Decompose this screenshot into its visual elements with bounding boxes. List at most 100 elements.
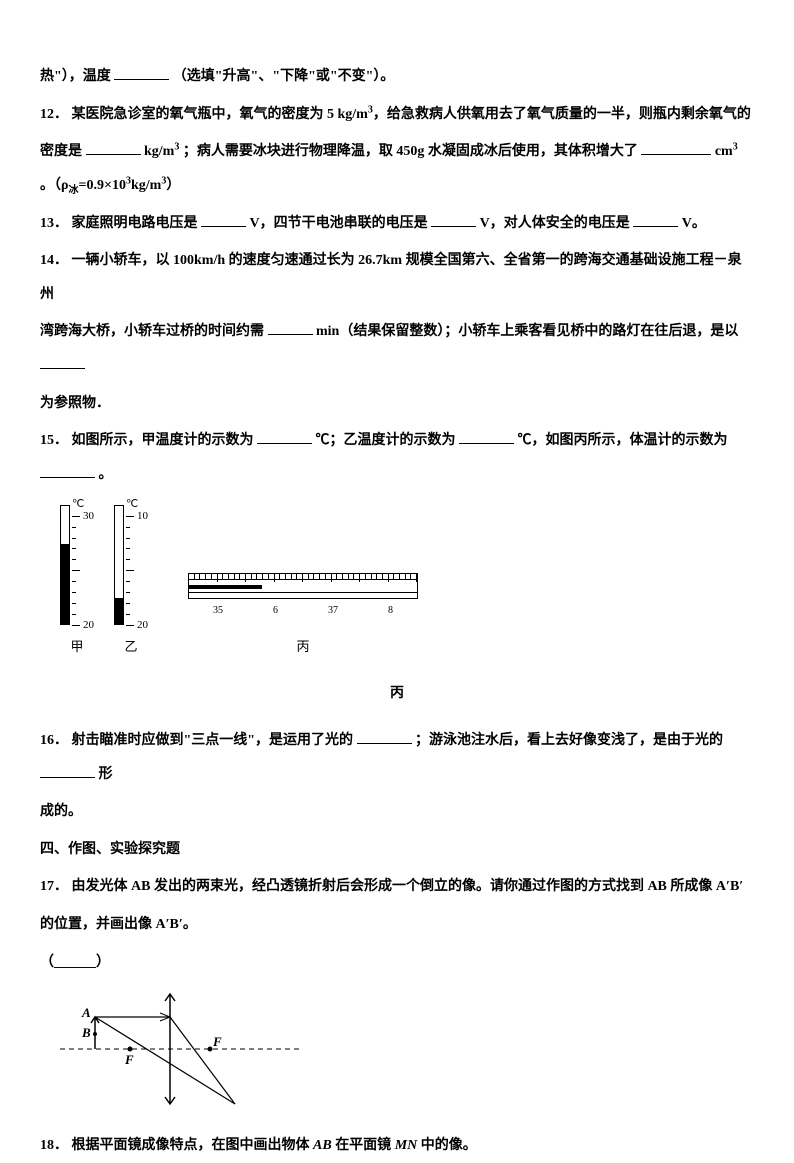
lens-label-A: A: [81, 1005, 91, 1020]
q13-v2: V，对人体安全的电压是: [480, 216, 630, 231]
q12-blank1: [86, 154, 141, 155]
q16-part3: 形: [99, 767, 113, 782]
q12-part4: ；病人需要冰块进行物理降温，取 450g 水凝固成冰后使用，其体积增大了: [183, 144, 638, 159]
q13-blank3: [633, 226, 678, 227]
q12-part2: ，给急救病人供氧用去了氧气质量的一半，则瓶内剩余氧气的: [373, 107, 751, 122]
q12-line2: 密度是 kg/m3 ；病人需要冰块进行物理降温，取 450g 水凝固成冰后使用，…: [40, 135, 754, 202]
yi-ticks: ℃ 10 20: [126, 505, 148, 625]
q13-v1: V，四节干电池串联的电压是: [250, 216, 428, 231]
q12-unit3: kg/m: [131, 178, 161, 193]
cl3: 8: [388, 599, 393, 623]
lens-label-F1: F: [124, 1052, 134, 1067]
clinical-labels: 35 6 37 8: [188, 599, 418, 623]
cl0: 35: [213, 599, 223, 623]
q15-blank1: [257, 443, 312, 444]
q12-part3: 密度是: [40, 144, 82, 159]
q13-blank2: [431, 226, 476, 227]
q15-u1: ℃；乙温度计的示数为: [316, 433, 456, 448]
q15-num: 15．: [40, 433, 68, 448]
yi-bot: 20: [137, 612, 148, 638]
q12-unit1: kg/m: [144, 144, 174, 159]
thermo-jia: ℃ 30 20 甲: [60, 505, 94, 662]
page-content: 热"），温度 （选填"升高"、"下降"或"不变"）。 12． 某医院急诊室的氧气…: [40, 60, 754, 1163]
thermometer-figures: ℃ 30 20 甲: [60, 505, 754, 662]
jia-fill: [61, 544, 69, 624]
q11-line: 热"），温度 （选填"升高"、"下降"或"不变"）。: [40, 60, 754, 94]
q16-line1: 16． 射击瞄准时应做到"三点一线"，是运用了光的 ；游泳池注水后，看上去好像变…: [40, 724, 754, 791]
q15-u2: ℃，如图丙所示，体温计的示数为: [518, 433, 728, 448]
section4-title: 四、作图、实验探究题: [40, 833, 754, 867]
q16-num: 16．: [40, 733, 68, 748]
q14-line2: 湾跨海大桥，小轿车过桥的时间约需 min（结果保留整数）；小轿车上乘客看见桥中的…: [40, 315, 754, 382]
q15-line: 15． 如图所示，甲温度计的示数为 ℃；乙温度计的示数为 ℃，如图丙所示，体温计…: [40, 424, 754, 491]
lens-label-F2: F: [212, 1034, 222, 1049]
q14-part2: 湾跨海大桥，小轿车过桥的时间约需: [40, 324, 264, 339]
bing-fill: [189, 585, 262, 589]
q13-blank1: [201, 226, 246, 227]
q12-close: ）: [166, 178, 180, 193]
q15-part1: 如图所示，甲温度计的示数为: [72, 433, 254, 448]
q18-text: 根据平面镜成像特点，在图中画出物体: [72, 1138, 314, 1153]
jia-top: 30: [83, 503, 94, 529]
lens-svg: A B F F: [60, 989, 300, 1109]
q16-blank2: [40, 777, 95, 778]
q12-sup3: 3: [733, 142, 738, 153]
lens-diagram: A B F F: [60, 989, 754, 1109]
q14-num: 14．: [40, 253, 68, 268]
yi-fill: [115, 598, 123, 624]
vertical-thermos: ℃ 30 20 甲: [60, 505, 148, 662]
lens-label-B: B: [81, 1025, 91, 1040]
clinical-ticks: [189, 574, 417, 584]
q12-eq: =0.9×10: [79, 178, 126, 193]
q15-end: 。: [99, 467, 113, 482]
q18-ab: AB: [313, 1138, 332, 1153]
q15-blank3: [40, 477, 95, 478]
q17-part2: 的位置，并画出像 A′B′。: [40, 917, 197, 932]
q11-blank: [114, 79, 169, 80]
q12-line1: 12． 某医院急诊室的氧气瓶中，氧气的密度为 5 kg/m3，给急救病人供氧用去…: [40, 98, 754, 132]
q17-part1: 由发光体 AB 发出的两束光，经凸透镜折射后会形成一个倒立的像。请你通过作图的方…: [72, 879, 744, 894]
center-caption: 丙: [40, 677, 754, 711]
q14-part3: 为参照物．: [40, 396, 110, 411]
q18-mn: MN: [395, 1138, 418, 1153]
q14-line3: 为参照物．: [40, 387, 754, 421]
q12-part5: 。（ρ: [40, 178, 69, 193]
q14-blank2: [40, 368, 85, 369]
thermo-bing: 35 6 37 8 丙: [188, 573, 418, 662]
q12-sub1: 冰: [69, 185, 79, 196]
q14-blank1: [268, 334, 313, 335]
q16-line2: 成的。: [40, 795, 754, 829]
q12-unit2: cm: [715, 144, 733, 159]
q17-line2: 的位置，并画出像 A′B′。: [40, 908, 754, 942]
q18-text3: 中的像。: [421, 1138, 477, 1153]
cl2: 37: [328, 599, 338, 623]
q17-line1: 17． 由发光体 AB 发出的两束光，经凸透镜折射后会形成一个倒立的像。请你通过…: [40, 870, 754, 904]
q16-blank1: [357, 743, 412, 744]
bing-caption: 丙: [296, 631, 309, 662]
thermo-yi: ℃ 10 20 乙: [114, 505, 148, 662]
jia-bot: 20: [83, 612, 94, 638]
q12-part1: 某医院急诊室的氧气瓶中，氧气的密度为 5 kg/m: [72, 107, 368, 122]
cl1: 6: [273, 599, 278, 623]
q13-part1: 家庭照明电路电压是: [72, 216, 198, 231]
q12-sup2: 3: [174, 142, 179, 153]
yi-top: 10: [137, 503, 148, 529]
q16-part4: 成的。: [40, 804, 82, 819]
yi-caption: 乙: [124, 631, 137, 662]
q18-text2: 在平面镜: [335, 1138, 395, 1153]
q17-num: 17．: [40, 879, 68, 894]
q14-line1: 14． 一辆小轿车，以 100km/h 的速度匀速通过长为 26.7km 规模全…: [40, 244, 754, 311]
jia-caption: 甲: [70, 631, 83, 662]
q13-line: 13． 家庭照明电路电压是 V，四节干电池串联的电压是 V，对人体安全的电压是 …: [40, 207, 754, 241]
q11-suffix: （选填"升高"、"下降"或"不变"）。: [173, 69, 395, 84]
q12-num: 12．: [40, 107, 68, 122]
q16-part2: ；游泳池注水后，看上去好像变浅了，是由于光的: [415, 733, 723, 748]
q16-part1: 射击瞄准时应做到"三点一线"，是运用了光的: [72, 733, 354, 748]
q14-part1: 一辆小轿车，以 100km/h 的速度匀速通过长为 26.7km 规模全国第六、…: [40, 253, 742, 302]
q12-blank2: [641, 154, 711, 155]
q18-line: 18． 根据平面镜成像特点，在图中画出物体 AB 在平面镜 MN 中的像。: [40, 1129, 754, 1163]
q14-unit: min（结果保留整数）；小轿车上乘客看见桥中的路灯在往后退，是以: [316, 324, 738, 339]
q11-prefix: 热"），温度: [40, 69, 111, 84]
jia-ticks: ℃ 30 20: [72, 505, 94, 625]
q18-num: 18．: [40, 1138, 68, 1153]
